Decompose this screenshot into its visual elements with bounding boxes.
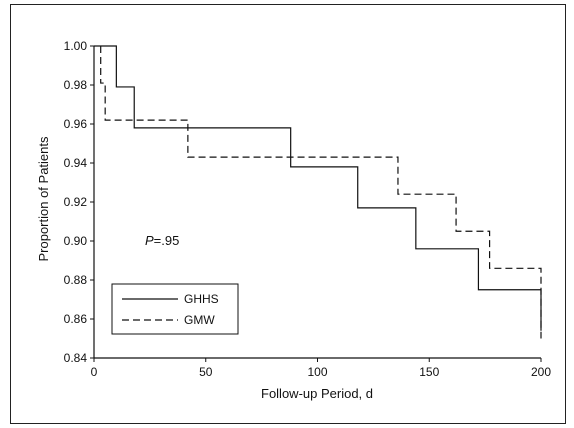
figure-frame [10, 4, 566, 424]
legend-box [111, 283, 239, 335]
p-value-italic: P [145, 233, 154, 248]
x-tick-label: 150 [419, 365, 439, 379]
y-tick-label: 0.96 [64, 117, 88, 131]
y-tick-label: 0.86 [64, 312, 88, 326]
x-axis-title: Follow-up Period, d [261, 386, 373, 401]
series-line-ghhs [94, 45, 542, 331]
y-tick-label: 0.94 [64, 156, 88, 170]
x-tick-label: 200 [531, 365, 551, 379]
legend-label-ghhs: GHHS [184, 292, 219, 306]
legend: GHHS GMW [111, 283, 239, 335]
y-tick-label: 0.88 [64, 273, 88, 287]
y-tick-label: 0.98 [64, 78, 88, 92]
p-value-rest: =.95 [154, 233, 180, 248]
y-tick-label: 1.00 [64, 39, 88, 53]
series-layer [94, 45, 542, 339]
y-tick-label: 0.90 [64, 234, 88, 248]
y-axis-title: Proportion of Patients [36, 136, 51, 262]
legend-label-gmw: GMW [184, 313, 215, 327]
y-tick-label: 0.92 [64, 195, 88, 209]
p-value-annotation: P=.95 [145, 233, 179, 248]
series-line-gmw [100, 46, 542, 339]
x-tick-label: 50 [199, 365, 213, 379]
ticks: 0.84 0.86 0.88 0.90 0.92 0.94 0.96 0.98 1.00 0 50 1… [64, 39, 552, 379]
x-tick-label: 0 [91, 365, 98, 379]
x-tick-label: 100 [307, 365, 327, 379]
y-tick-label: 0.84 [64, 351, 88, 365]
